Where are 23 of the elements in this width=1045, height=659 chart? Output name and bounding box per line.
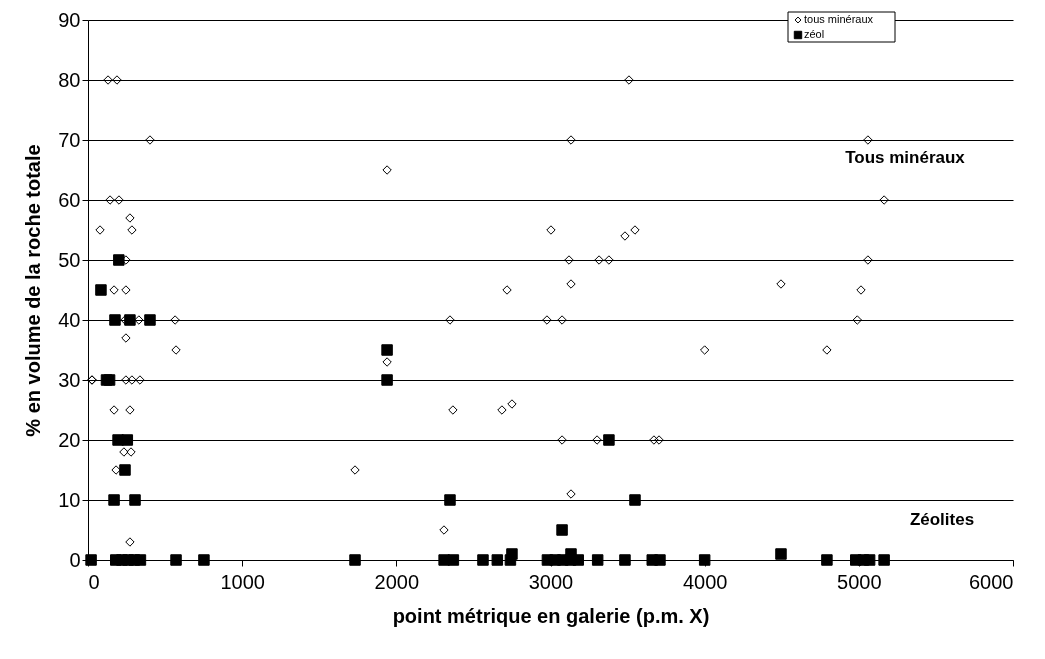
y-tick-label: 90: [58, 8, 81, 31]
y-tick-label: 20: [58, 428, 81, 451]
y-axis-title: % en volume de la roche totale: [22, 144, 45, 437]
x-tick-label: 5000: [837, 570, 882, 593]
y-tick-label: 50: [58, 248, 81, 271]
y-tick-label: 0: [69, 548, 81, 571]
x-tick-label: 4000: [682, 570, 728, 593]
y-tick-label: 30: [58, 368, 81, 391]
x-tick-label: 0: [88, 570, 100, 593]
y-tick-label: 40: [58, 308, 81, 331]
x-tick-label: 2000: [374, 570, 420, 593]
x-tick-label: 1000: [220, 570, 265, 593]
y-tick-label: 80: [58, 68, 81, 91]
legend-label: tous minéraux: [804, 13, 874, 25]
x-tick-label: 6000: [969, 570, 1014, 593]
legend-label: zéol: [804, 28, 825, 40]
y-tick-label: 10: [58, 488, 81, 511]
x-axis-title: point métrique en galerie (p.m. X): [392, 604, 710, 627]
x-tick-label: 3000: [528, 570, 574, 593]
y-tick-label: 60: [58, 188, 81, 211]
annotation: Zéolites: [909, 510, 975, 529]
annotation: Tous minéraux: [845, 148, 966, 167]
y-tick-label: 70: [58, 128, 81, 151]
